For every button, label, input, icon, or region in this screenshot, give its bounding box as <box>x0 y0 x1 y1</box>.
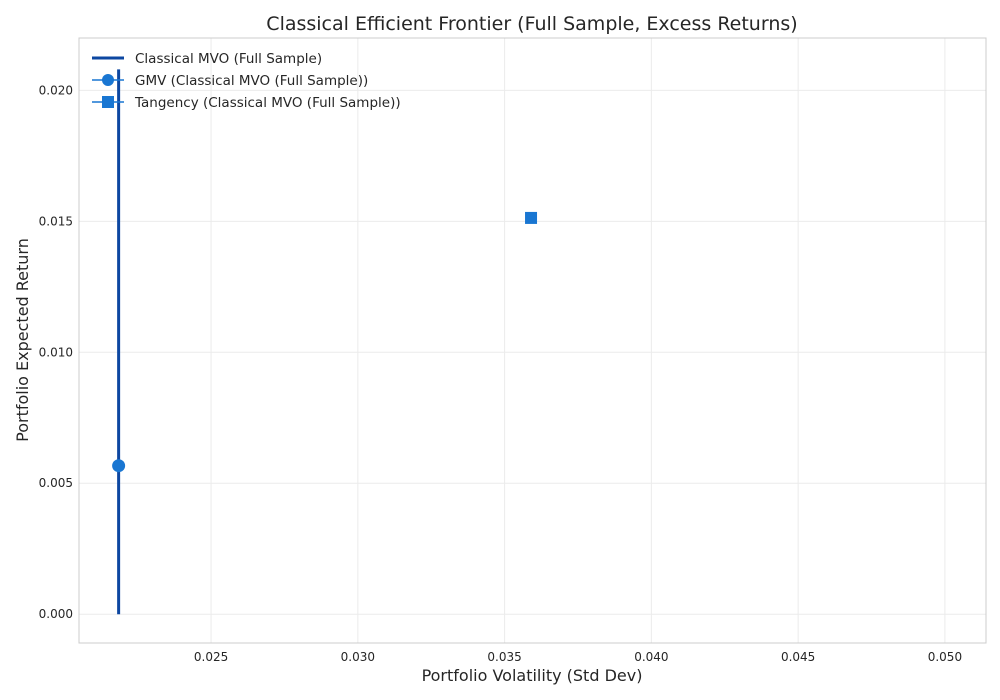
legend-swatch-square <box>102 96 114 108</box>
x-tick-label: 0.040 <box>634 650 668 664</box>
y-axis-label: Portfolio Expected Return <box>13 238 32 442</box>
legend-label: Tangency (Classical MVO (Full Sample)) <box>134 95 401 111</box>
tangency-point <box>525 211 538 224</box>
tick-layer: 0.025 0.030 0.035 0.040 0.045 0.050 0.000 0.005… <box>39 83 962 664</box>
x-tick-label: 0.050 <box>928 650 962 664</box>
x-tick-label: 0.045 <box>781 650 815 664</box>
plot-frame <box>78 37 987 644</box>
y-tick-label: 0.005 <box>39 476 73 490</box>
legend-swatch-circle <box>102 74 114 86</box>
y-tick-label: 0.015 <box>39 214 73 228</box>
legend: Classical MVO (Full Sample) GMV (Classica… <box>92 51 401 111</box>
legend-entry-tangency: Tangency (Classical MVO (Full Sample)) <box>92 95 401 111</box>
y-tick-label: 0.000 <box>39 607 73 621</box>
legend-entry-frontier: Classical MVO (Full Sample) <box>92 51 322 67</box>
y-tick-label: 0.010 <box>39 345 73 359</box>
x-tick-label: 0.035 <box>487 650 521 664</box>
x-tick-label: 0.030 <box>341 650 375 664</box>
legend-label: GMV (Classical MVO (Full Sample)) <box>135 73 368 89</box>
legend-entry-gmv: GMV (Classical MVO (Full Sample)) <box>92 73 368 89</box>
series-layer <box>112 69 538 615</box>
chart-title: Classical Efficient Frontier (Full Sampl… <box>266 13 797 35</box>
x-axis-label: Portfolio Volatility (Std Dev) <box>422 666 643 685</box>
y-tick-label: 0.020 <box>39 83 73 97</box>
gmv-point <box>112 459 126 473</box>
legend-label: Classical MVO (Full Sample) <box>135 51 322 67</box>
x-tick-label: 0.025 <box>194 650 228 664</box>
